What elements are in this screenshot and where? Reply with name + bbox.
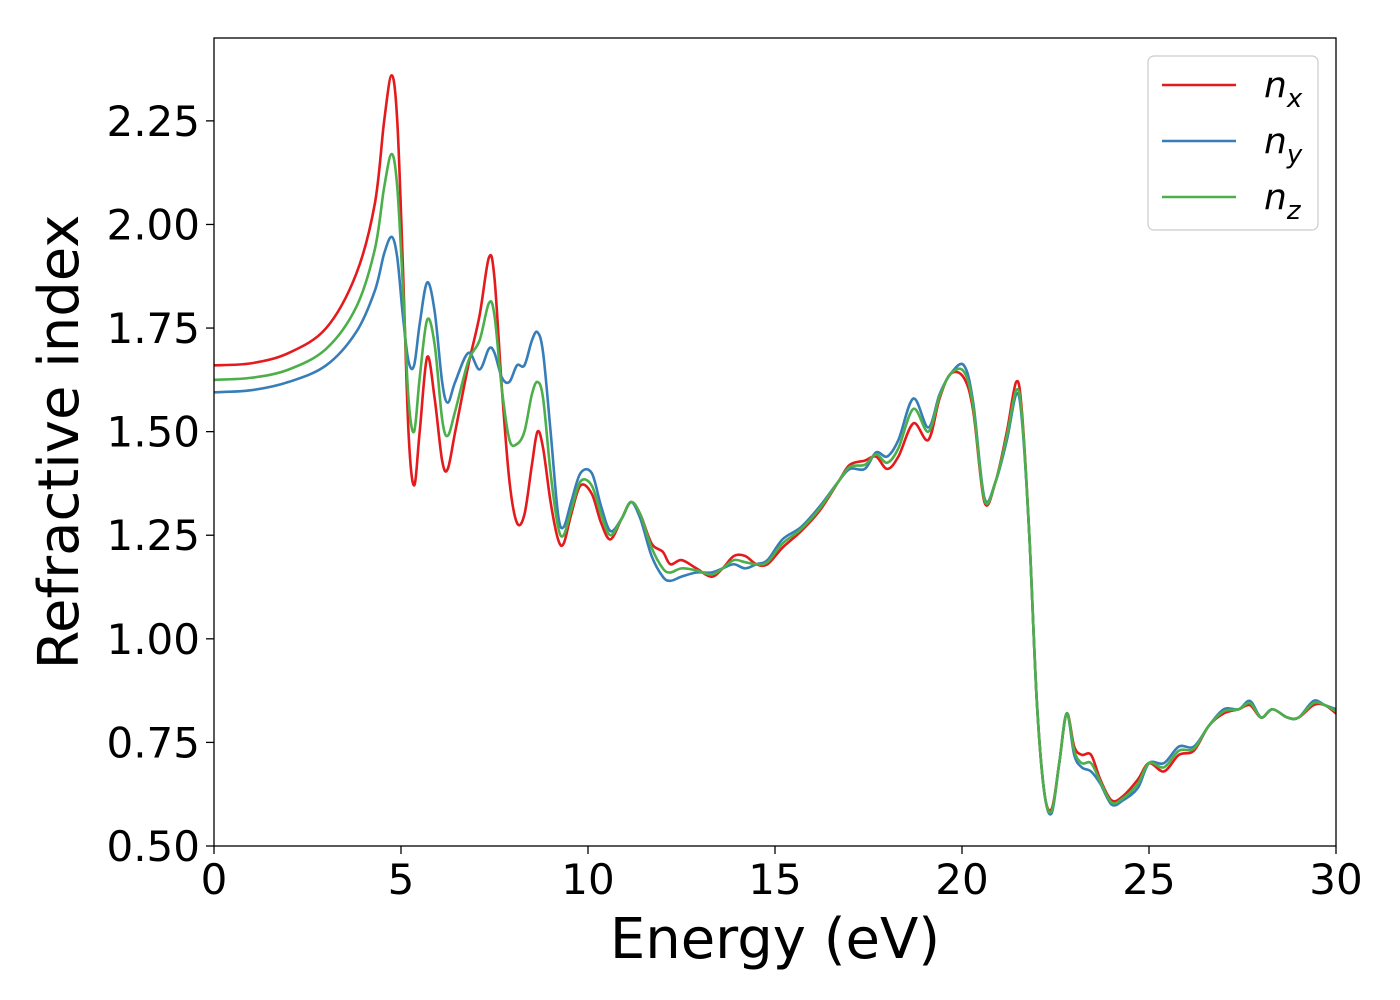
y-tick-label: 1.00 (106, 615, 200, 664)
x-tick-label: 25 (1122, 855, 1175, 904)
y-axis-title: Refractive index (27, 215, 92, 670)
legend-label-subscript: x (1286, 84, 1303, 114)
x-tick-label: 20 (935, 855, 988, 904)
x-tick-label: 15 (748, 855, 801, 904)
series-line-ny (213, 235, 1337, 816)
y-tick-label: 1.50 (106, 408, 200, 457)
x-tick-label: 0 (201, 855, 228, 904)
series-line-nx (213, 73, 1337, 812)
y-tick-label: 2.25 (106, 97, 200, 146)
y-tick-label: 1.75 (106, 304, 200, 353)
y-tick-label: 0.75 (106, 718, 200, 767)
y-tick-label: 0.50 (106, 822, 200, 871)
x-tick-label: 5 (388, 855, 415, 904)
x-axis-ticks: 0 5 10 15 20 25 30 (201, 846, 1363, 904)
legend-label-subscript: z (1286, 196, 1302, 226)
y-tick-label: 2.00 (106, 200, 200, 249)
legend-box (1147, 55, 1319, 231)
series-layer (213, 73, 1337, 816)
legend-label-subscript: y (1286, 140, 1303, 170)
y-tick-label: 1.25 (106, 511, 200, 560)
x-axis-title: Energy (eV) (610, 907, 940, 972)
series-line-nz (213, 152, 1337, 814)
y-axis-ticks: 0.50 0.75 1.00 1.25 1.50 1.75 2.00 2.25 (106, 97, 214, 871)
x-tick-label: 10 (561, 855, 614, 904)
x-tick-label: 30 (1309, 855, 1362, 904)
